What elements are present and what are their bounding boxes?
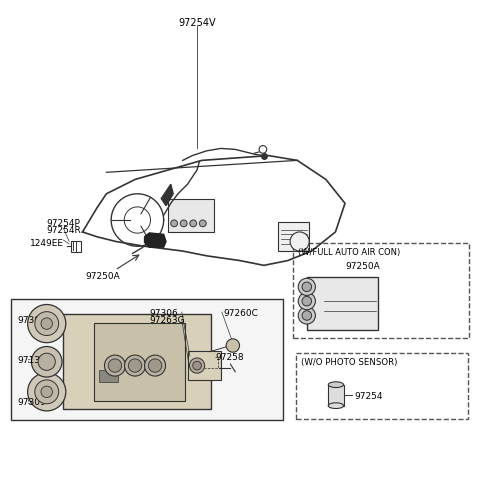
Bar [63, 315, 211, 409]
Circle shape [28, 373, 66, 411]
Circle shape [302, 297, 312, 306]
Circle shape [171, 221, 178, 227]
Text: 97250A: 97250A [85, 272, 120, 281]
Text: 97306: 97306 [149, 308, 178, 317]
Text: 97260C: 97260C [223, 308, 258, 317]
Text: 97258: 97258 [215, 352, 244, 361]
Bar [328, 385, 344, 406]
Circle shape [144, 355, 166, 376]
Circle shape [193, 362, 201, 370]
Circle shape [105, 355, 125, 376]
Bar [307, 278, 378, 330]
Circle shape [128, 359, 142, 373]
Ellipse shape [328, 382, 344, 388]
Text: 97263G: 97263G [149, 316, 185, 325]
Circle shape [290, 232, 309, 252]
Circle shape [35, 312, 59, 336]
Circle shape [302, 311, 312, 320]
Text: 97254V: 97254V [178, 18, 216, 28]
Circle shape [108, 359, 121, 373]
Bar [71, 241, 81, 253]
Circle shape [298, 307, 315, 324]
Bar [99, 371, 118, 382]
Text: 97254R: 97254R [47, 226, 82, 235]
Bar [278, 223, 309, 252]
Bar [168, 199, 214, 232]
Circle shape [32, 347, 62, 377]
Circle shape [190, 358, 204, 374]
Bar [95, 323, 185, 402]
Bar [293, 244, 469, 338]
Ellipse shape [328, 403, 344, 408]
Circle shape [41, 318, 52, 330]
Text: 97250A: 97250A [345, 261, 380, 270]
Bar [11, 299, 283, 421]
Bar [296, 353, 468, 419]
Circle shape [38, 353, 55, 371]
Circle shape [190, 221, 197, 227]
Circle shape [302, 283, 312, 292]
Text: 97309: 97309 [17, 316, 46, 325]
Circle shape [124, 355, 145, 376]
Circle shape [199, 221, 206, 227]
Text: 97254: 97254 [355, 391, 383, 400]
Circle shape [298, 279, 315, 296]
Bar [188, 351, 221, 380]
Circle shape [259, 146, 267, 154]
Circle shape [28, 305, 66, 343]
Circle shape [298, 293, 315, 310]
Text: 97254P: 97254P [47, 218, 81, 227]
Text: (W/FULL AUTO AIR CON): (W/FULL AUTO AIR CON) [298, 248, 400, 257]
Text: 97309: 97309 [17, 397, 46, 406]
Circle shape [35, 380, 59, 404]
Text: (W/O PHOTO SENSOR): (W/O PHOTO SENSOR) [300, 358, 397, 366]
Text: 97137A: 97137A [17, 355, 52, 364]
Polygon shape [144, 233, 166, 248]
Polygon shape [161, 185, 173, 206]
Text: 1249EE: 1249EE [30, 239, 64, 247]
Circle shape [226, 339, 240, 352]
Circle shape [148, 359, 162, 373]
Circle shape [41, 386, 52, 398]
Circle shape [180, 221, 187, 227]
